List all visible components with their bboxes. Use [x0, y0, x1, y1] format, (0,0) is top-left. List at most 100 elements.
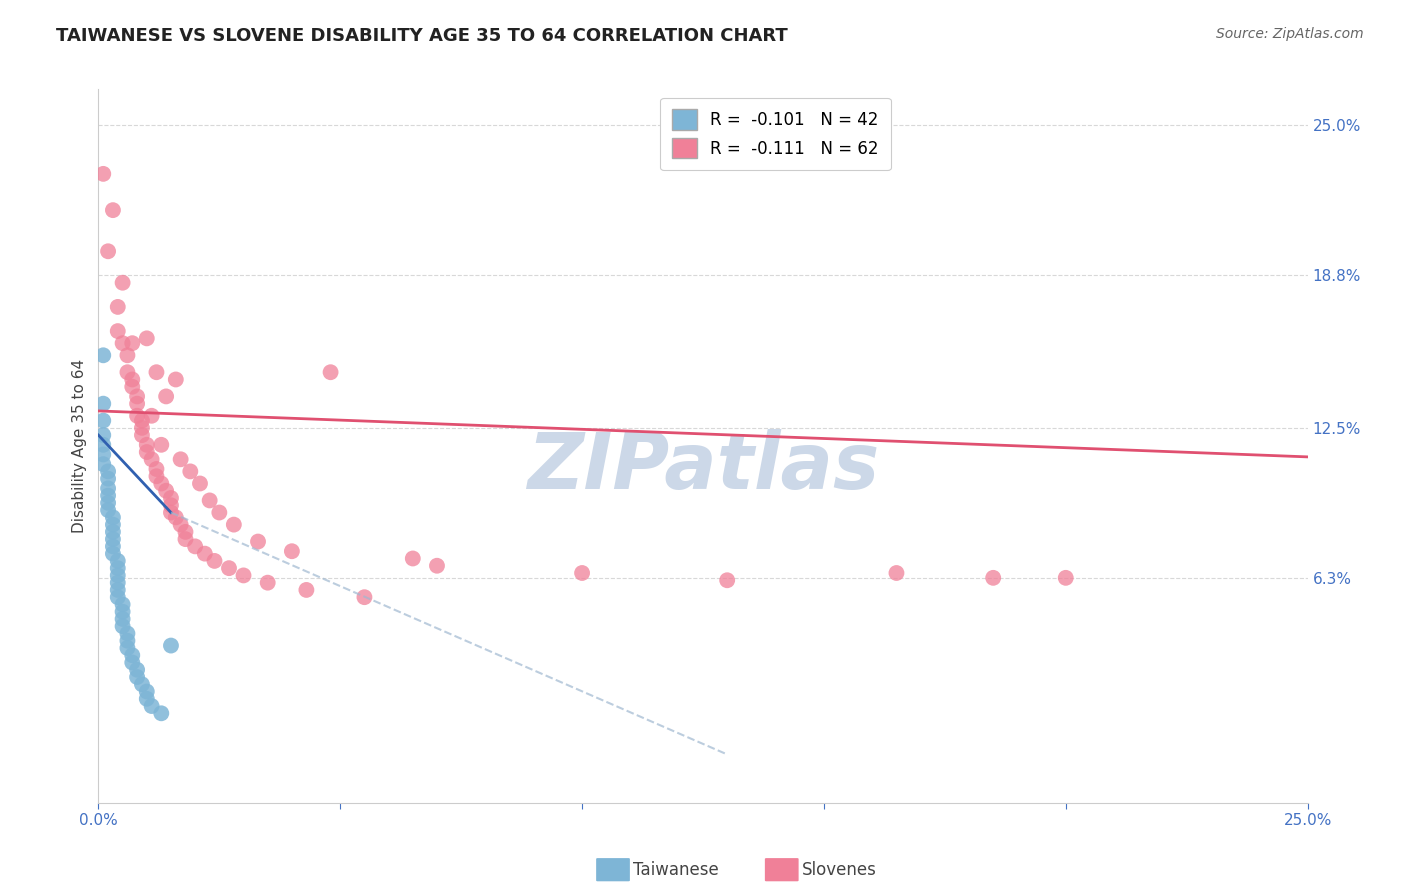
Point — [165, 510, 187, 524]
Point — [218, 561, 240, 575]
Point — [97, 472, 120, 486]
Point — [1054, 571, 1077, 585]
Point — [194, 547, 217, 561]
Point — [141, 699, 163, 714]
Point — [160, 491, 183, 505]
Point — [135, 445, 157, 459]
Point — [135, 684, 157, 698]
Point — [97, 464, 120, 478]
Point — [91, 348, 114, 362]
Point — [107, 575, 129, 590]
Point — [131, 677, 153, 691]
Point — [111, 619, 134, 633]
Point — [107, 568, 129, 582]
Point — [256, 575, 278, 590]
Point — [319, 365, 342, 379]
Point — [281, 544, 304, 558]
Point — [117, 633, 139, 648]
Text: ZIPatlas: ZIPatlas — [527, 429, 879, 506]
Point — [145, 365, 167, 379]
Point — [131, 414, 153, 428]
Point — [111, 612, 134, 626]
Point — [160, 506, 183, 520]
Point — [135, 438, 157, 452]
Point — [101, 532, 124, 546]
Point — [111, 276, 134, 290]
Point — [111, 336, 134, 351]
Point — [426, 558, 449, 573]
Point — [145, 469, 167, 483]
Point — [150, 476, 173, 491]
Point — [141, 452, 163, 467]
Point — [127, 389, 149, 403]
Point — [222, 517, 245, 532]
Point — [91, 414, 114, 428]
Point — [402, 551, 425, 566]
Point — [174, 524, 197, 539]
Point — [121, 372, 143, 386]
Point — [97, 489, 120, 503]
Legend: R =  -0.101   N = 42, R =  -0.111   N = 62: R = -0.101 N = 42, R = -0.111 N = 62 — [661, 97, 890, 169]
Point — [97, 244, 120, 259]
Point — [169, 452, 191, 467]
Point — [716, 574, 738, 588]
Point — [208, 506, 231, 520]
Point — [101, 203, 124, 218]
Point — [117, 365, 139, 379]
Point — [160, 639, 183, 653]
Point — [160, 498, 183, 512]
Point — [150, 438, 173, 452]
Point — [131, 421, 153, 435]
Point — [91, 428, 114, 442]
Point — [353, 590, 375, 604]
Point — [121, 656, 143, 670]
Point — [97, 481, 120, 495]
Point — [107, 590, 129, 604]
Point — [886, 566, 908, 580]
Point — [155, 483, 177, 498]
Point — [101, 547, 124, 561]
Point — [184, 540, 207, 554]
Point — [101, 510, 124, 524]
Point — [91, 397, 114, 411]
Point — [127, 409, 149, 423]
Point — [107, 554, 129, 568]
Point — [127, 663, 149, 677]
Point — [107, 561, 129, 575]
Point — [91, 457, 114, 471]
Point — [97, 503, 120, 517]
Point — [117, 348, 139, 362]
Point — [121, 336, 143, 351]
Point — [111, 605, 134, 619]
Point — [179, 464, 201, 478]
Text: Source: ZipAtlas.com: Source: ZipAtlas.com — [1216, 27, 1364, 41]
Point — [131, 428, 153, 442]
Point — [101, 540, 124, 554]
Point — [107, 300, 129, 314]
Y-axis label: Disability Age 35 to 64: Disability Age 35 to 64 — [72, 359, 87, 533]
Point — [121, 380, 143, 394]
Point — [135, 331, 157, 345]
Text: Taiwanese: Taiwanese — [633, 861, 718, 879]
Point — [169, 517, 191, 532]
Text: TAIWANESE VS SLOVENE DISABILITY AGE 35 TO 64 CORRELATION CHART: TAIWANESE VS SLOVENE DISABILITY AGE 35 T… — [56, 27, 787, 45]
Point — [232, 568, 254, 582]
Point — [91, 438, 114, 452]
Point — [111, 598, 134, 612]
Point — [188, 476, 211, 491]
Point — [141, 409, 163, 423]
Point — [107, 582, 129, 597]
Point — [91, 447, 114, 461]
Point — [145, 462, 167, 476]
Point — [165, 372, 187, 386]
Point — [101, 517, 124, 532]
Point — [121, 648, 143, 663]
Point — [107, 324, 129, 338]
Point — [135, 691, 157, 706]
Point — [127, 670, 149, 684]
Point — [571, 566, 593, 580]
Point — [204, 554, 226, 568]
Point — [91, 167, 114, 181]
Point — [981, 571, 1004, 585]
Point — [97, 496, 120, 510]
